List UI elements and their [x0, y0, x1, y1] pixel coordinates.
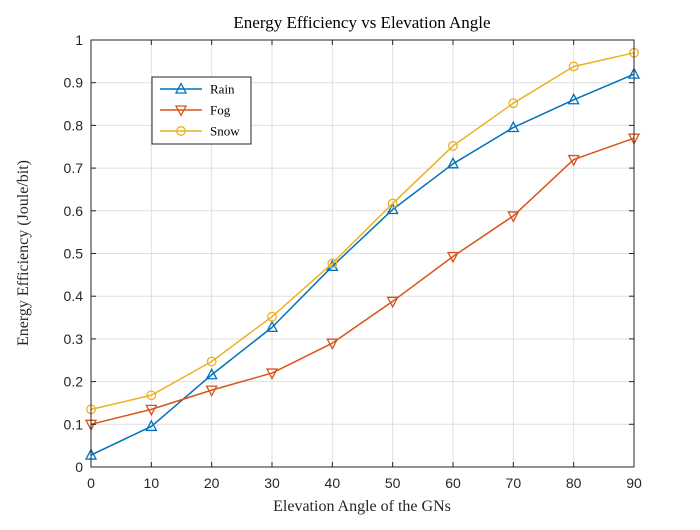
- rain-point: [567, 92, 580, 105]
- y-tick-label: 0: [75, 459, 83, 475]
- y-tick-label: 0.1: [64, 416, 84, 432]
- fog-point: [567, 154, 580, 167]
- x-tick-label: 70: [506, 475, 522, 491]
- legend-item-fog: Fog: [160, 103, 231, 118]
- x-tick-label: 10: [144, 475, 160, 491]
- legend-label-rain: Rain: [210, 82, 235, 97]
- series-fog: [84, 133, 641, 432]
- rain-point: [507, 120, 520, 133]
- fog-point: [446, 251, 460, 264]
- y-tick-label: 0.7: [64, 160, 84, 176]
- y-axis-label: Energy Efficiency (Joule/bit): [15, 160, 32, 346]
- rain-point: [446, 156, 460, 169]
- fog-point: [386, 296, 399, 309]
- snow-point: [267, 311, 277, 322]
- legend-label-fog: Fog: [210, 103, 231, 118]
- chart-title: Energy Efficiency vs Elevation Angle: [233, 13, 490, 32]
- y-tick-label: 0.8: [64, 117, 84, 133]
- legend: Rain Fog Snow: [151, 76, 252, 145]
- legend-item-rain: Rain: [160, 82, 235, 97]
- axes: 0 10 20 30 40 50 60 70 80 90 0 0.1 0.2 0.3 0.4 0.5 0.6 0.…: [64, 32, 642, 491]
- x-axis-label: Elevation Angle of the GNs: [273, 498, 451, 515]
- x-tick-label: 90: [626, 475, 642, 491]
- rain-point: [145, 419, 158, 432]
- y-tick-label: 0.4: [64, 288, 84, 304]
- x-tick-label: 0: [87, 475, 95, 491]
- fog-point: [205, 385, 218, 398]
- rain-point: [265, 320, 279, 333]
- y-tick-label: 0.9: [64, 75, 84, 91]
- y-tick-label: 0.5: [64, 246, 84, 262]
- legend-marker-fog: [174, 105, 188, 117]
- y-tick-label: 0.3: [64, 331, 84, 347]
- fog-point: [265, 368, 279, 380]
- rain-point: [386, 202, 399, 215]
- rain-line: [90, 73, 635, 456]
- y-tick-label: 0.2: [64, 374, 84, 390]
- snow-point: [146, 390, 157, 401]
- legend-item-snow: Snow: [160, 124, 240, 139]
- snow-line: [90, 52, 635, 411]
- rain-point: [205, 367, 218, 380]
- snow-point: [508, 98, 519, 109]
- x-tick-label: 50: [385, 475, 401, 491]
- fog-point: [145, 404, 158, 417]
- series-rain: [84, 67, 641, 460]
- legend-marker-snow: [176, 126, 186, 136]
- y-tick-label: 1: [75, 32, 83, 48]
- x-tick-label: 30: [264, 475, 280, 491]
- snow-point: [387, 198, 398, 209]
- fog-point: [326, 338, 339, 351]
- fog-line: [90, 137, 635, 426]
- x-tick-label: 60: [445, 475, 461, 491]
- x-tick-label: 80: [566, 475, 582, 491]
- legend-marker-rain: [174, 82, 188, 94]
- snow-point: [568, 61, 579, 72]
- snow-point: [206, 356, 217, 367]
- snow-point: [448, 140, 458, 151]
- x-tick-label: 20: [204, 475, 220, 491]
- legend-label-snow: Snow: [210, 124, 240, 139]
- x-tick-label: 40: [325, 475, 341, 491]
- y-tick-label: 0.6: [64, 203, 84, 219]
- fog-point: [507, 211, 520, 223]
- snow-point: [327, 258, 338, 269]
